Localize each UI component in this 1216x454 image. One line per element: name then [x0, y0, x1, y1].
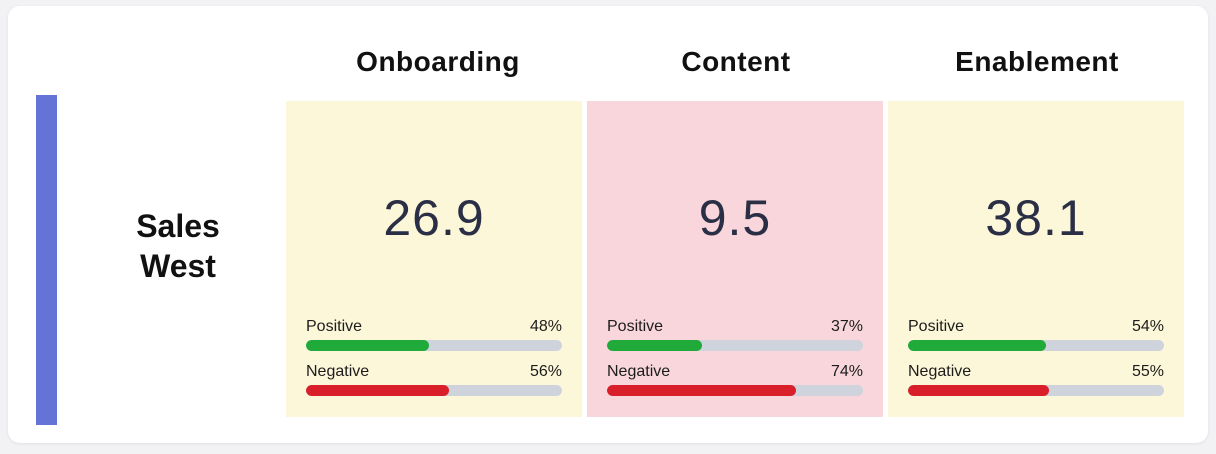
- tile-content[interactable]: 9.5 Positive 37% Negative 74%: [587, 101, 883, 417]
- row-accent-bar: [36, 95, 57, 425]
- score-value: 26.9: [383, 190, 485, 246]
- negative-metric: Negative 56%: [306, 362, 562, 396]
- positive-percent: 54%: [1131, 318, 1164, 335]
- scorecard-card: Onboarding Content Enablement Sales West…: [8, 6, 1208, 443]
- negative-bar-track: [908, 385, 1164, 396]
- positive-bar-track: [607, 340, 863, 351]
- positive-metric: Positive 54%: [908, 317, 1164, 351]
- negative-bar-fill: [607, 385, 797, 396]
- row-label: Sales West: [108, 206, 248, 286]
- tile-enablement[interactable]: 38.1 Positive 54% Negative 55%: [888, 101, 1184, 417]
- positive-bar-track: [306, 340, 562, 351]
- score-value: 9.5: [698, 190, 772, 246]
- positive-percent: 37%: [830, 318, 863, 335]
- positive-bar-fill: [607, 340, 702, 351]
- positive-metric: Positive 37%: [607, 317, 863, 351]
- positive-percent: 48%: [529, 318, 562, 335]
- negative-percent: 55%: [1131, 363, 1164, 380]
- negative-percent: 56%: [529, 363, 562, 380]
- negative-metric: Negative 74%: [607, 362, 863, 396]
- negative-bar-track: [306, 385, 562, 396]
- negative-label: Negative: [908, 363, 972, 380]
- positive-label: Positive: [908, 318, 965, 335]
- negative-metric: Negative 55%: [908, 362, 1164, 396]
- positive-bar-track: [908, 340, 1164, 351]
- tile-onboarding[interactable]: 26.9 Positive 48% Negative 56%: [286, 101, 582, 417]
- column-header-onboarding: Onboarding: [356, 46, 520, 77]
- row-label-line-1: Sales: [136, 208, 220, 244]
- positive-label: Positive: [306, 318, 363, 335]
- row-label-line-2: West: [140, 248, 216, 284]
- negative-percent: 74%: [830, 363, 863, 380]
- negative-bar-fill: [908, 385, 1049, 396]
- negative-label: Negative: [607, 363, 671, 380]
- positive-metric: Positive 48%: [306, 317, 562, 351]
- positive-bar-fill: [908, 340, 1047, 351]
- column-header-enablement: Enablement: [955, 46, 1119, 77]
- negative-label: Negative: [306, 363, 370, 380]
- column-header-content: Content: [681, 46, 791, 77]
- positive-bar-fill: [306, 340, 429, 351]
- score-value: 38.1: [985, 190, 1087, 246]
- negative-bar-track: [607, 385, 863, 396]
- negative-bar-fill: [306, 385, 450, 396]
- positive-label: Positive: [607, 318, 664, 335]
